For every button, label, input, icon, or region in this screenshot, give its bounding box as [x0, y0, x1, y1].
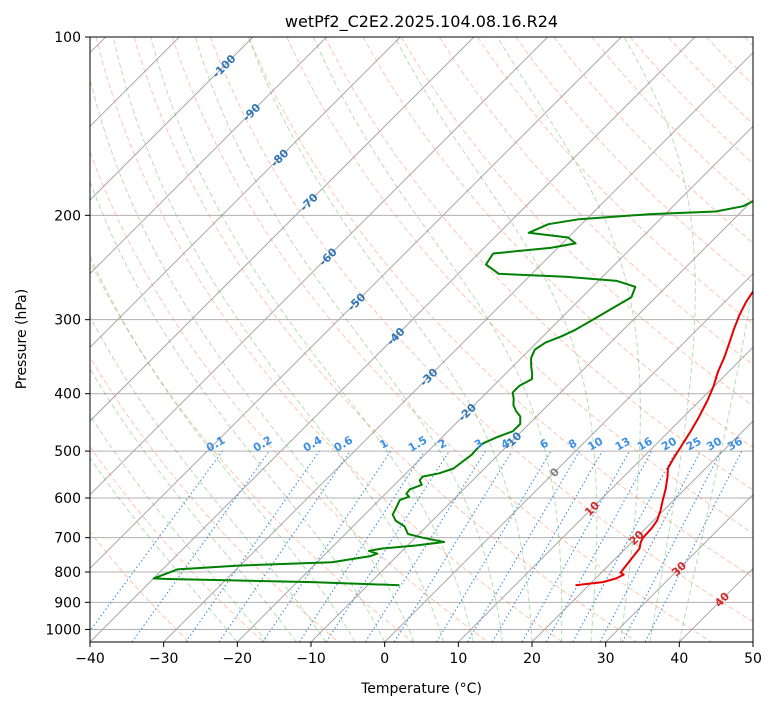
moist-adiabat-line	[496, 37, 641, 642]
dry-adiabat-line	[324, 37, 753, 491]
y-tick-label: 200	[54, 208, 81, 224]
moist-adiabat-line	[112, 37, 445, 642]
moist-adiabat-line	[394, 37, 598, 642]
axes: −40 −30 −20 −10 0 10 20 30 40 50 1000 900 800 700 600 5…	[45, 30, 762, 667]
dry-adiabat-line	[210, 37, 753, 623]
moist-adiabat-line	[623, 37, 696, 642]
moist-adiabat-line	[90, 457, 238, 642]
dry-adiabat-line	[248, 37, 753, 578]
isotherm-line	[90, 37, 254, 201]
y-tick-label: 600	[54, 491, 81, 507]
mixing-ratio-line	[364, 450, 486, 642]
x-tick-label: −20	[223, 651, 253, 667]
dry-adiabat-line	[400, 37, 753, 407]
moist-adiabat-line	[90, 254, 356, 642]
isotherm-line	[90, 37, 549, 496]
mixing-ratio-line	[467, 450, 580, 642]
y-tick-label: 400	[54, 387, 81, 403]
dewpoint-profile-line	[152, 200, 753, 587]
mixing-ratio-line	[185, 450, 320, 642]
isotherm-line	[90, 37, 475, 422]
dry-adiabat-line	[629, 37, 753, 165]
mixing-ratio-line	[393, 450, 513, 642]
y-tick-label: 900	[54, 595, 81, 611]
chart-title: wetPf2_C2E2.2025.104.08.16.R24	[285, 12, 558, 32]
x-axis-title: Temperature (°C)	[360, 681, 482, 697]
isotherm-line	[310, 199, 753, 642]
x-tick-label: 10	[449, 651, 467, 667]
dry-adiabat-line	[553, 37, 753, 244]
dry-adiabat-line	[515, 37, 753, 284]
isotherm-line	[90, 37, 328, 275]
moist-adiabat-line	[313, 37, 563, 642]
x-tick-label: 40	[670, 651, 688, 667]
isotherm-line	[457, 346, 753, 642]
y-tick-label: 700	[54, 531, 81, 547]
x-tick-label: −40	[75, 651, 105, 667]
moist-adiabat-line	[90, 180, 386, 642]
moist-adiabat-line	[194, 37, 503, 642]
isotherm-line	[531, 420, 753, 642]
dry-adiabat-line	[95, 37, 563, 642]
x-tick-label: 0	[380, 651, 389, 667]
dry-adiabat-line	[90, 356, 339, 642]
moist-adiabat-line	[678, 282, 753, 642]
y-axis-title: Pressure (hPa)	[14, 289, 30, 389]
mixing-ratio-line	[521, 450, 630, 642]
mixing-ratio-line	[218, 450, 351, 642]
isotherm-line	[384, 272, 753, 642]
mixing-ratio-line	[545, 450, 653, 642]
mixing-ratio-line	[572, 450, 677, 642]
x-tick-label: −10	[296, 651, 326, 667]
moist-adiabat-line	[90, 315, 327, 642]
dry-adiabat-line	[133, 37, 638, 642]
x-tick-label: 30	[597, 651, 615, 667]
y-tick-label: 1000	[45, 622, 81, 638]
dry-adiabat-line	[90, 259, 414, 642]
moist-adiabat-line	[90, 76, 415, 642]
isotherm-line	[90, 37, 401, 349]
isotherm-line	[90, 37, 622, 570]
dry-adiabat-line	[438, 37, 753, 365]
y-tick-label: 800	[54, 565, 81, 581]
dry-adiabat-line	[362, 37, 753, 449]
isotherm-line	[163, 51, 753, 642]
dry-adiabat-line	[90, 150, 488, 642]
dry-adiabat-line	[171, 37, 712, 642]
isotherm-line	[236, 125, 753, 642]
dry-adiabat-line	[286, 37, 753, 534]
dry-adiabat-line	[90, 445, 264, 642]
x-tick-label: 20	[523, 651, 541, 667]
mixing-ratio-line	[491, 450, 603, 642]
y-tick-label: 300	[54, 313, 81, 329]
x-tick-label: 50	[744, 651, 762, 667]
isotherm-line	[605, 493, 753, 642]
background-lines	[90, 37, 753, 642]
x-tick-label: −30	[149, 651, 179, 667]
moist-adiabat-line	[90, 414, 268, 642]
mixing-ratio-line	[435, 450, 552, 642]
moist-adiabat-line	[247, 37, 533, 642]
mixing-ratio-line	[325, 450, 450, 642]
y-tick-label: 100	[54, 30, 81, 46]
y-tick-label: 500	[54, 444, 81, 460]
temperature-profile-line	[575, 289, 753, 587]
plot-frame	[89, 36, 754, 643]
profile-lines	[152, 200, 753, 587]
isotherm-line	[90, 37, 696, 642]
